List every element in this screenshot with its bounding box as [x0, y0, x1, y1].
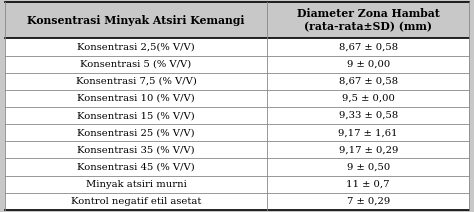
- Text: Konsentrasi 5 (% V/V): Konsentrasi 5 (% V/V): [80, 60, 191, 69]
- Text: Konsentrasi 35 (% V/V): Konsentrasi 35 (% V/V): [77, 145, 195, 154]
- Bar: [5, 107, 469, 124]
- Text: Konsentrasi 7,5 (% V/V): Konsentrasi 7,5 (% V/V): [75, 77, 196, 86]
- Bar: [5, 141, 469, 158]
- Bar: [5, 158, 469, 176]
- Text: 8,67 ± 0,58: 8,67 ± 0,58: [338, 77, 398, 86]
- Text: Konsentrasi 45 (% V/V): Konsentrasi 45 (% V/V): [77, 163, 195, 172]
- Bar: [5, 2, 469, 39]
- Bar: [5, 193, 469, 210]
- Text: Konsentrasi 25 (% V/V): Konsentrasi 25 (% V/V): [77, 128, 195, 137]
- Text: Konsentrasi Minyak Atsiri Kemangi: Konsentrasi Minyak Atsiri Kemangi: [27, 15, 245, 26]
- Text: Minyak atsiri murni: Minyak atsiri murni: [85, 180, 186, 189]
- Bar: [5, 90, 469, 107]
- Bar: [5, 56, 469, 73]
- Text: 7 ± 0,29: 7 ± 0,29: [346, 197, 390, 206]
- Text: 9 ± 0,50: 9 ± 0,50: [346, 163, 390, 172]
- Text: Kontrol negatif etil asetat: Kontrol negatif etil asetat: [71, 197, 201, 206]
- Bar: [5, 73, 469, 90]
- Text: 8,67 ± 0,58: 8,67 ± 0,58: [338, 43, 398, 52]
- Bar: [5, 176, 469, 193]
- Bar: [5, 124, 469, 141]
- Text: Konsentrasi 10 (% V/V): Konsentrasi 10 (% V/V): [77, 94, 195, 103]
- Text: 9,5 ± 0,00: 9,5 ± 0,00: [342, 94, 395, 103]
- Text: 9,17 ± 1,61: 9,17 ± 1,61: [338, 128, 398, 137]
- Text: 9,17 ± 0,29: 9,17 ± 0,29: [338, 145, 398, 154]
- Text: Konsentrasi 15 (% V/V): Konsentrasi 15 (% V/V): [77, 111, 195, 120]
- Bar: [5, 39, 469, 56]
- Text: 11 ± 0,7: 11 ± 0,7: [346, 180, 390, 189]
- Text: 9 ± 0,00: 9 ± 0,00: [346, 60, 390, 69]
- Text: 9,33 ± 0,58: 9,33 ± 0,58: [338, 111, 398, 120]
- Text: Diameter Zona Hambat
(rata-rata±SD) (mm): Diameter Zona Hambat (rata-rata±SD) (mm): [297, 8, 440, 32]
- Text: Konsentrasi 2,5(% V/V): Konsentrasi 2,5(% V/V): [77, 43, 195, 52]
